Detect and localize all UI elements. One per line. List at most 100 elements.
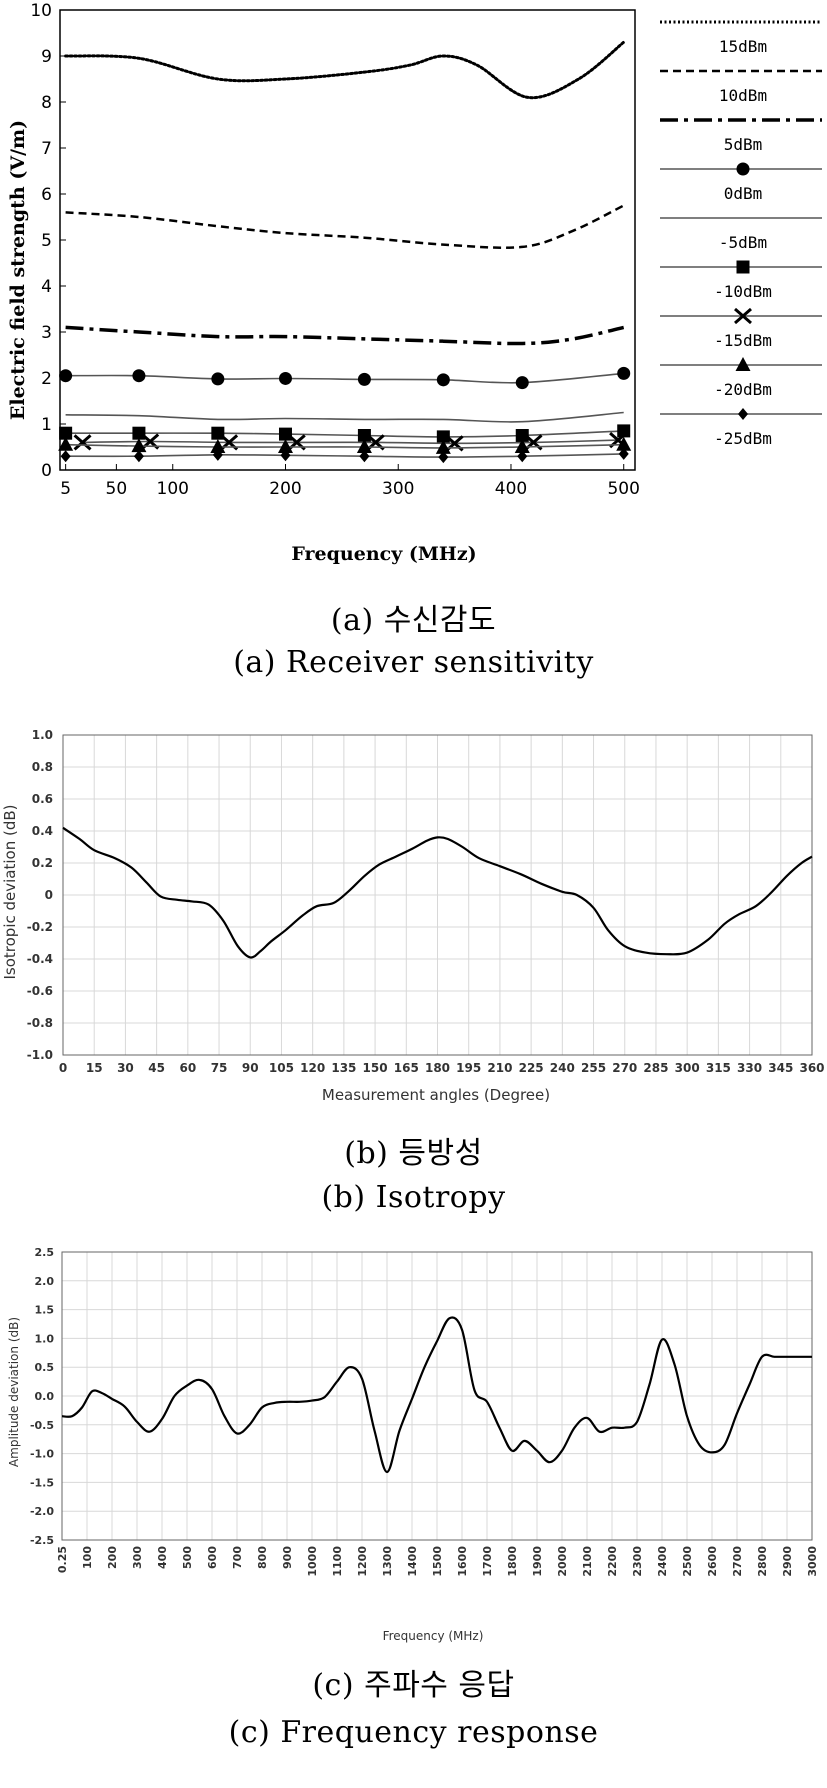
chart-a-point-diamond (280, 449, 291, 462)
chart-a-xtick-label: 100 (157, 479, 189, 499)
legend-a-marker-triangle (735, 357, 751, 371)
caption-b-english: (b) Isotropy (321, 1180, 506, 1215)
chart-b-xtick-label: 150 (363, 1061, 388, 1075)
chart-c-ytick-label: 1.0 (35, 1332, 55, 1345)
chart-c-xtick-label: 1200 (356, 1546, 369, 1577)
chart-c-xtick-label: 2500 (681, 1546, 694, 1577)
chart-c-xtick-label: 900 (281, 1546, 294, 1569)
chart-a-ylabel: Electric field strength (V/m) (7, 120, 29, 420)
chart-a-receiver-sensitivity: 0 1 2 3 4 5 6 7 8 9 10 5 50 100 200 300 400 500 15dBm 10d… (7, 1, 822, 565)
chart-a-series (58, 40, 632, 464)
chart-c-xtick-label: 700 (231, 1546, 244, 1569)
chart-c-xtick-label: 500 (181, 1546, 194, 1569)
chart-b-series-line (62, 826, 813, 959)
chart-c-xtick-label: 2900 (781, 1546, 794, 1577)
chart-a-point-triangle (131, 438, 147, 453)
chart-a-ytick-label: 7 (41, 139, 52, 159)
chart-a-point-circle (132, 369, 146, 383)
chart-b-ytick-label: 0.4 (32, 824, 53, 838)
legend-a-marker-circle (736, 162, 750, 176)
chart-a-xtick-label: 5 (60, 479, 71, 499)
chart-a-point-diamond (60, 450, 71, 463)
chart-c-grid (61, 1251, 813, 1541)
chart-b-xtick-label: 180 (425, 1061, 450, 1075)
chart-c-ytick-label: -2.0 (30, 1505, 54, 1518)
chart-a-series-line-4 (65, 411, 624, 423)
legend-a-marker-diamond (738, 408, 748, 420)
legend-a-entry: 10dBm (719, 86, 767, 105)
chart-c-series (61, 1316, 812, 1474)
chart-c-xtick-label: 400 (156, 1546, 169, 1569)
chart-b-xlabel: Measurement angles (Degree) (322, 1086, 550, 1104)
chart-a-xlabel: Frequency (MHz) (291, 543, 476, 565)
chart-c-xtick-label: 300 (131, 1546, 144, 1569)
caption-c-korean: (c) 주파수 응답 (312, 1668, 515, 1703)
legend-a-entry: -20dBm (714, 380, 772, 399)
chart-c-xtick-label: 1300 (381, 1546, 394, 1577)
chart-c-xtick-label: 200 (106, 1546, 119, 1569)
legend-a-entry: 0dBm (724, 184, 763, 203)
chart-a-ytick-label: 8 (41, 93, 52, 113)
chart-a-point-circle (59, 369, 73, 383)
chart-b-xtick-label: 225 (519, 1061, 544, 1075)
chart-c-xtick-label: 1000 (306, 1546, 319, 1577)
chart-b-ylabel: Isotropic deviation (dB) (1, 804, 19, 979)
chart-b-xtick-label: 210 (487, 1061, 512, 1075)
chart-a-series-line-1 (65, 204, 625, 249)
chart-b-xtick-label: 165 (394, 1061, 419, 1075)
chart-a-point-diamond (438, 451, 449, 464)
chart-c-ytick-label: -2.5 (30, 1534, 54, 1547)
chart-a-point-triangle (58, 436, 74, 451)
chart-b-xtick-label: 360 (799, 1061, 824, 1075)
chart-c-plot-border (61, 1251, 813, 1541)
chart-a-point-circle (357, 372, 371, 386)
chart-a-xtick-label: 400 (495, 479, 527, 499)
chart-a-point-square (515, 429, 529, 442)
chart-c-xtick-label: 600 (206, 1546, 219, 1569)
chart-a-xticks: 5 50 100 200 300 400 500 (60, 464, 640, 499)
chart-a-ytick-label: 4 (41, 277, 52, 297)
chart-b-xtick-label: 60 (179, 1061, 196, 1075)
chart-c-xtick-label: 3000 (806, 1546, 819, 1577)
chart-c-xticks: 0.25 100 200 300 400 500 600 700 800 900 1000 1100 1… (56, 1546, 819, 1577)
chart-a-point-square (59, 426, 73, 440)
chart-c-frequency-response: -2.5 -2.0 -1.5 -1.0 -0.5 0.0 0.5 1.0 1.5 2.0 2.5 0… (7, 1246, 819, 1643)
caption-b-korean: (b) 등방성 (344, 1136, 483, 1171)
chart-a-point-triangle (616, 436, 632, 451)
legend-a-entry: -10dBm (714, 282, 772, 301)
chart-a-ytick-label: 2 (41, 369, 52, 389)
chart-a-point-circle (515, 376, 529, 390)
chart-a-point-square (278, 427, 292, 441)
chart-a-point-triangle (514, 439, 530, 453)
chart-c-xtick-label: 2000 (556, 1546, 569, 1577)
chart-a-ytick-label: 3 (41, 323, 52, 343)
chart-b-plot-border (62, 734, 813, 1056)
chart-c-xtick-label: 2200 (606, 1546, 619, 1577)
caption-a-english: (a) Receiver sensitivity (233, 645, 594, 680)
chart-c-xtick-label: 2100 (581, 1546, 594, 1577)
chart-b-xtick-label: 90 (242, 1061, 259, 1075)
chart-b-xtick-label: 300 (675, 1061, 700, 1075)
chart-b-ytick-label: -1.0 (27, 1048, 53, 1062)
chart-a-series-line-0 (64, 40, 626, 100)
chart-c-xtick-label: 1400 (406, 1546, 419, 1577)
chart-c-xtick-label: 1800 (506, 1546, 519, 1577)
chart-a-point-diamond (618, 447, 629, 460)
chart-b-ytick-label: 0.6 (32, 792, 53, 806)
chart-b-ytick-label: -0.4 (27, 952, 53, 966)
chart-a-yticks: 0 1 2 3 4 5 6 7 8 9 10 (30, 1, 66, 481)
legend-a-entry: 5dBm (724, 135, 763, 154)
chart-b-xtick-label: 285 (643, 1061, 668, 1075)
chart-a-series-line-8 (65, 453, 624, 458)
chart-b-xticks: 0 15 30 45 60 75 90 105 120 135 150 165 180 195 210 225… (59, 1061, 825, 1075)
chart-b-grid (62, 734, 813, 1056)
chart-a-ytick-label: 5 (41, 231, 52, 251)
chart-c-xtick-label: 1700 (481, 1546, 494, 1577)
chart-a-ytick-label: 10 (30, 1, 52, 21)
chart-c-xtick-label: 1100 (331, 1546, 344, 1577)
chart-c-ytick-label: 2.0 (35, 1275, 55, 1288)
chart-c-xtick-label: 800 (256, 1546, 269, 1569)
legend-a-entry: -5dBm (719, 233, 767, 252)
chart-c-ytick-label: 0.0 (35, 1390, 55, 1403)
chart-a-point-diamond (133, 450, 144, 463)
